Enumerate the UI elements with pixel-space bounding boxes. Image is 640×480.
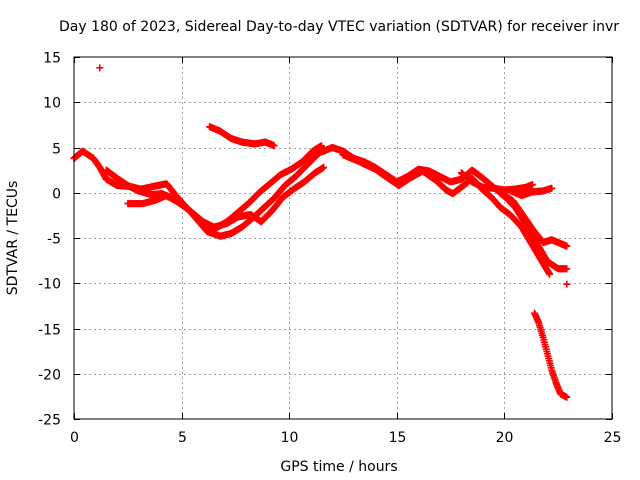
y-tick-label: 5 [52, 142, 61, 158]
series-track-i [507, 184, 556, 199]
y-tick-label: -20 [38, 368, 61, 384]
data-points [70, 64, 571, 401]
grid-lines [74, 57, 612, 419]
y-tick-label: -15 [38, 323, 61, 339]
series-track-d [206, 123, 278, 150]
x-tick-label: 15 [389, 430, 407, 446]
x-tick-label: 10 [281, 430, 299, 446]
x-tick-label: 0 [70, 430, 79, 446]
y-axis-title: SDTVAR / TECUs [5, 181, 21, 296]
series-track-f [339, 151, 554, 278]
series-track-j [531, 309, 571, 401]
y-tick-label: -5 [47, 232, 61, 248]
x-tick-label: 25 [604, 430, 622, 446]
series-track-c [124, 163, 328, 231]
y-tick-label: 15 [43, 51, 61, 67]
plot-frame [73, 56, 613, 420]
series-track-h [492, 185, 571, 250]
y-tick-label: 10 [43, 96, 61, 112]
y-tick-label: -10 [38, 277, 61, 293]
series-outliers [96, 64, 571, 288]
x-tick-label: 5 [178, 430, 187, 446]
chart-title: Day 180 of 2023, Sidereal Day-to-day VTE… [59, 19, 619, 35]
axis-ticks: 0 5 10 15 20 25 15 10 5 0 -5 -10 -15 -20 -25 [38, 51, 621, 447]
x-axis-title: GPS time / hours [280, 459, 397, 475]
y-tick-label: -25 [38, 413, 61, 429]
x-tick-label: 20 [496, 430, 514, 446]
y-tick-label: 0 [52, 187, 61, 203]
